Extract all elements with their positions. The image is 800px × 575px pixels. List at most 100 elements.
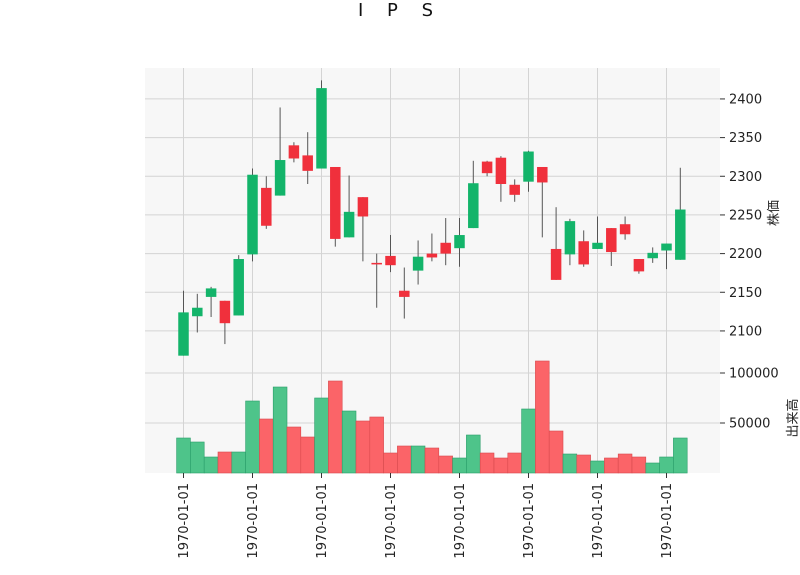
volume-bar [369, 416, 384, 474]
volume-bar [286, 426, 302, 474]
candle-body [592, 242, 603, 249]
price-panel [145, 68, 720, 358]
candle-body [178, 312, 189, 356]
volume-bar [493, 457, 509, 474]
candle-body [302, 155, 313, 171]
candle-body [288, 145, 300, 159]
candle-body [675, 209, 686, 260]
candle-body [606, 228, 617, 253]
volume-bar [479, 452, 495, 474]
price-tick-label: 2350 [729, 131, 762, 146]
price-tick-label: 2300 [729, 170, 762, 185]
candle-body [371, 262, 382, 265]
volume-tick-label: 100000 [729, 367, 779, 382]
volume-bar [590, 460, 605, 474]
candle-body [219, 300, 231, 324]
volume-bar [659, 456, 674, 474]
price-axis-label: 株価 [767, 200, 782, 226]
y-axis-ticks: 2100 2150 2200 2250 2300 2350 2400 50000 100000 [720, 92, 779, 432]
volume-bar [383, 452, 398, 474]
candle-body [523, 151, 534, 182]
volume-bar [604, 457, 619, 474]
x-tick-label: 1970-01-01 [660, 483, 675, 559]
price-tick-label: 2150 [729, 286, 762, 301]
candle-body [550, 248, 562, 280]
candle-body [481, 161, 493, 174]
grid-lines [145, 68, 720, 473]
volume-bar [507, 452, 522, 474]
volume-bar [272, 386, 288, 474]
x-tick-label: 1970-01-01 [384, 483, 399, 559]
volume-tick-label: 50000 [729, 417, 770, 432]
volume-bar [576, 454, 591, 474]
x-tick-label: 1970-01-01 [177, 483, 192, 559]
candle-body [633, 259, 645, 272]
candle-body [509, 184, 520, 195]
candle-body [205, 288, 217, 297]
volume-bar [190, 441, 205, 474]
price-tick-label: 2250 [729, 208, 762, 223]
volume-bars [176, 360, 688, 474]
volume-bar [645, 462, 660, 474]
volume-bar [245, 400, 260, 474]
x-axis-ticks: 1970-01-01 1970-01-01 1970-01-01 1970-01-01… [177, 473, 675, 559]
x-tick-label: 1970-01-01 [453, 483, 468, 559]
volume-bar [466, 434, 481, 474]
price-tick-label: 2100 [729, 324, 762, 339]
volume-bar [424, 447, 440, 474]
volume-bar [203, 456, 219, 474]
candle-body [661, 243, 672, 251]
candle-body [647, 252, 658, 259]
volume-bar [631, 456, 647, 474]
x-tick-label: 1970-01-01 [246, 483, 261, 559]
volume-bar [548, 430, 564, 474]
volume-bar [355, 420, 371, 474]
volume-bar [217, 451, 233, 474]
candle-body [233, 259, 244, 316]
volume-bar [438, 455, 453, 474]
candle-body [426, 253, 438, 258]
volume-bar [300, 436, 315, 474]
volume-bar [452, 457, 467, 474]
price-candles [178, 80, 686, 356]
candle-body [330, 166, 341, 239]
volume-axis-label: 出来高 [785, 398, 800, 437]
candle-body [385, 255, 396, 266]
volume-bar [231, 451, 246, 474]
volume-bar [410, 445, 426, 474]
candle-body [495, 157, 507, 184]
candle-body [399, 290, 410, 297]
candle-body [316, 88, 327, 169]
volume-bar [535, 360, 550, 474]
volume-bar [617, 453, 633, 474]
price-tick-label: 2400 [729, 92, 762, 107]
price-tick-label: 2200 [729, 247, 762, 262]
volume-bar [397, 445, 412, 474]
volume-bar [328, 380, 343, 474]
candle-body [619, 224, 631, 235]
candle-body [412, 256, 424, 271]
candle-body [247, 174, 258, 255]
candle-body [578, 241, 589, 265]
chart-title: I P S [357, 0, 443, 21]
x-tick-label: 1970-01-01 [315, 483, 330, 559]
volume-bar [341, 410, 357, 474]
volume-bar [673, 437, 688, 474]
candle-body [274, 160, 286, 196]
candle-body [261, 187, 272, 226]
volume-bar [314, 397, 329, 474]
candle-body [357, 197, 369, 217]
candle-body [564, 221, 576, 255]
x-tick-label: 1970-01-01 [591, 483, 606, 559]
candle-body [440, 242, 451, 254]
candle-body [343, 211, 355, 238]
candle-body [468, 183, 479, 229]
candle-body [192, 307, 203, 317]
volume-bar [562, 453, 578, 474]
candle-body [454, 235, 465, 249]
volume-bar [176, 437, 191, 474]
x-tick-label: 1970-01-01 [522, 483, 537, 559]
volume-bar [259, 418, 274, 474]
candle-body [537, 166, 548, 183]
